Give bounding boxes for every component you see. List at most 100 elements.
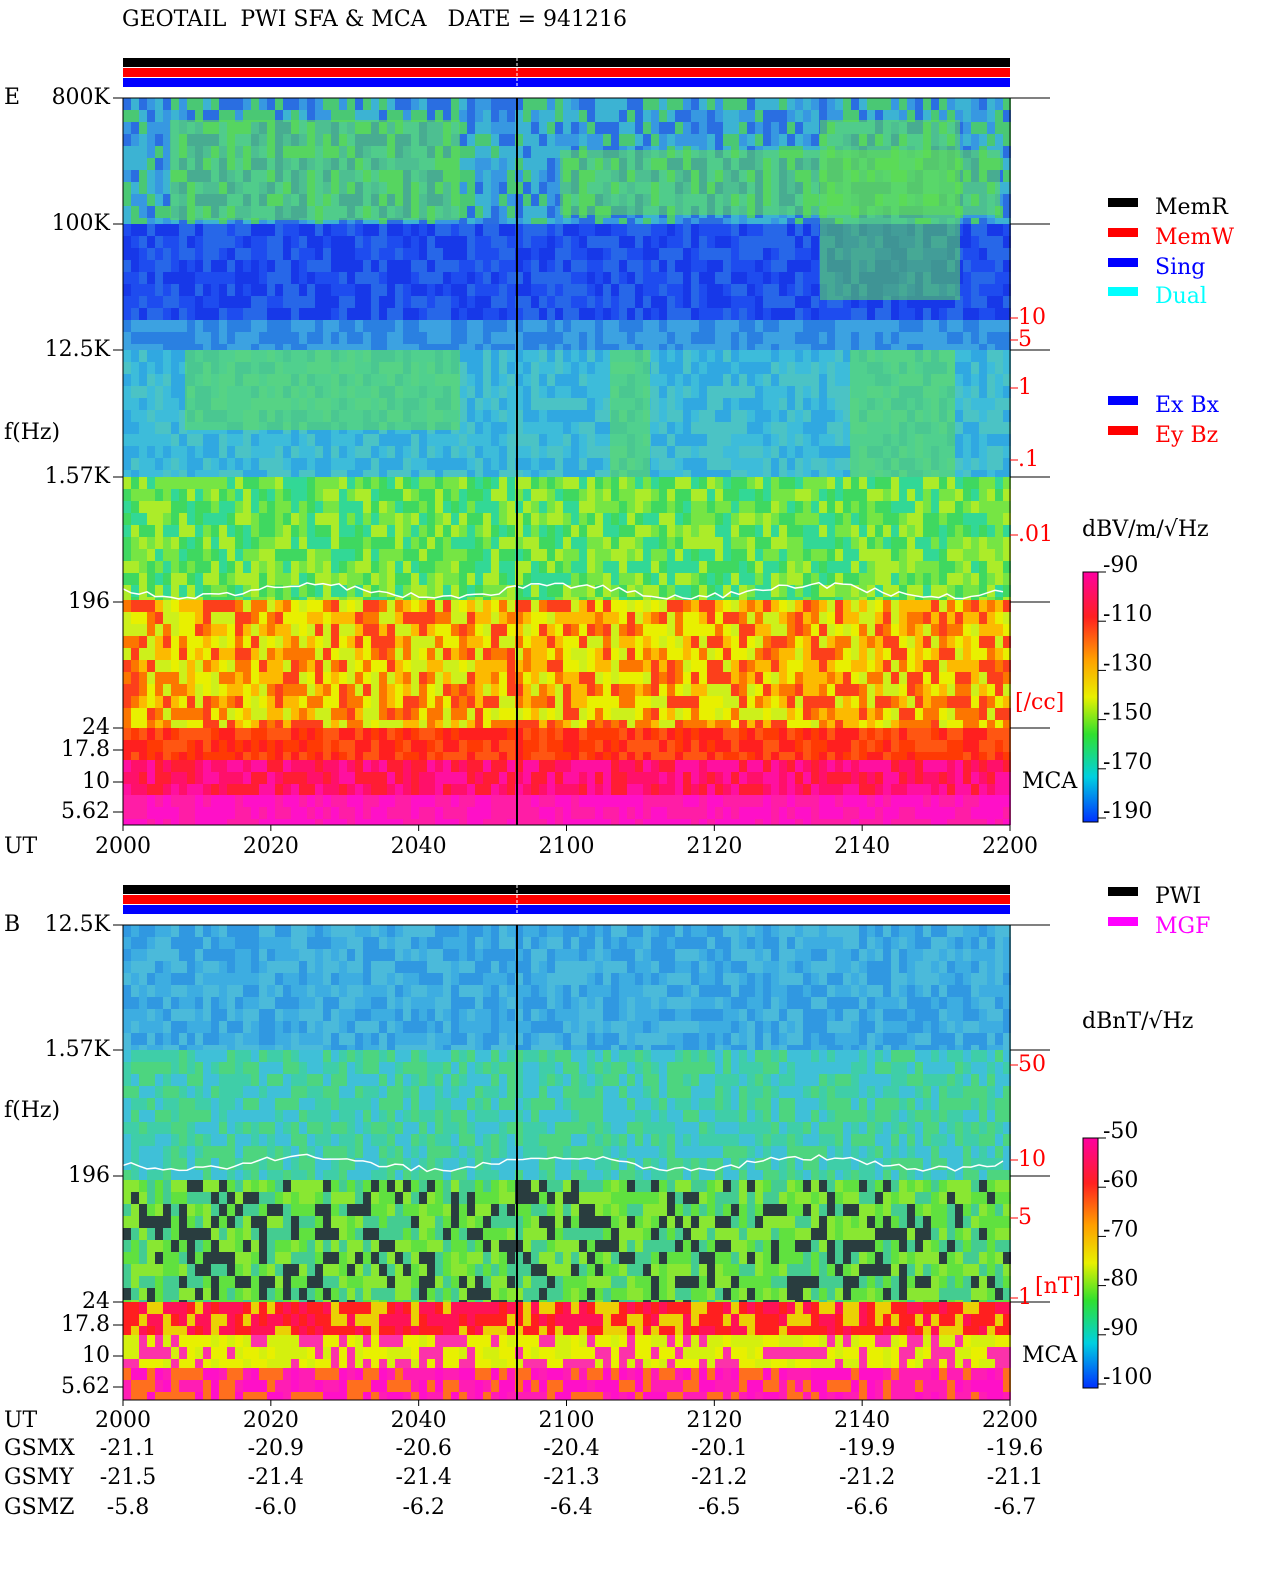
spectrogram-cell [795,446,803,458]
spectrogram-cell [147,194,155,206]
spectrogram-cell [171,410,179,422]
spectrogram-cell [363,224,371,236]
spectrogram-cell [459,422,467,434]
spectrogram-cell [867,308,875,320]
spectrogram-cell [331,260,339,272]
spectrogram-cell [443,110,451,122]
spectrogram-cell [987,501,995,513]
spectrogram-cell [403,296,411,308]
spectrogram-cell [291,260,299,272]
spectrogram-cell [283,344,291,350]
spectrogram-cell [235,585,243,597]
spectrogram-cell [315,320,323,332]
spectrogram-cell [403,98,411,110]
spectrogram-cell [339,320,347,332]
spectrogram-cell [291,525,299,537]
spectrogram-cell [611,525,619,537]
spectrogram-cell [707,561,715,573]
spectrogram-cell [195,260,203,272]
spectrogram-cell [875,513,883,525]
spectrogram-cell [843,386,851,398]
spectrogram-cell [363,513,371,525]
spectrogram-cell [267,585,275,597]
spectrogram-cell [819,296,827,308]
spectrogram-cell [555,374,563,386]
spectrogram-cell [843,332,851,344]
spectrogram-cell [603,398,611,410]
spectrogram-cell [131,501,139,513]
spectrogram-cell [867,98,875,110]
spectrogram-cell [683,410,691,422]
spectrogram-cell [643,597,651,600]
spectrogram-cell [731,434,739,446]
spectrogram-cell [627,597,635,600]
spectrogram-cell [579,110,587,122]
spectrogram-cell [803,98,811,110]
spectrogram-cell [899,501,907,513]
spectrogram-cell [435,585,443,597]
spectrogram-cell [843,446,851,458]
spectrogram-cell [691,458,699,470]
spectrogram-cell [251,344,259,350]
spectrogram-cell [843,573,851,585]
spectrogram-cell [1003,146,1011,158]
spectrogram-cell [995,549,1003,561]
spectrogram-cell [563,260,571,272]
spectrogram-cell [643,332,651,344]
spectrogram-cell [131,272,139,284]
spectrogram-cell [771,110,779,122]
spectrogram-cell [739,284,747,296]
spectrogram-cell [179,350,187,362]
spectrogram-cell [411,525,419,537]
spectrogram-cell [323,308,331,320]
spectrogram-cell [979,296,987,308]
spectrogram-cell [171,585,179,597]
spectrogram-cell [835,573,843,585]
spectrogram-cell [315,344,323,350]
spectrogram-cell [803,134,811,146]
spectrogram-cell [443,477,451,489]
spectrogram-cell [435,344,443,350]
spectrogram-cell [795,296,803,308]
spectrogram-cell [835,410,843,422]
spectrogram-cell [699,296,707,308]
spectrogram-cell [483,489,491,501]
spectrogram-cell [811,422,819,434]
spectrogram-cell [155,585,163,597]
spectrogram-cell [235,597,243,600]
spectrogram-cell [155,284,163,296]
spectrogram-cell [515,597,523,600]
spectrogram-cell [539,236,547,248]
spectrogram-cell [547,206,555,218]
spectrogram-cell [1003,98,1011,110]
spectrogram-cell [675,224,683,236]
spectrogram-cell [867,477,875,489]
spectrogram-cell [547,350,555,362]
spectrogram-cell [163,477,171,489]
spectrogram-cell [387,561,395,573]
spectrogram-cell [523,410,531,422]
spectrogram-cell [531,362,539,374]
spectrogram-cell [323,525,331,537]
spectrogram-cell [899,597,907,600]
spectrogram-cell [531,513,539,525]
spectrogram-cell [803,362,811,374]
spectrogram-cell [435,224,443,236]
spectrogram-cell [835,398,843,410]
spectrogram-cell [771,410,779,422]
spectrogram-cell [595,224,603,236]
spectrogram-cell [355,573,363,585]
spectrogram-cell [963,458,971,470]
spectrogram-cell [411,585,419,597]
spectrogram-cell [235,308,243,320]
spectrogram-cell [131,236,139,248]
spectrogram-cell [203,98,211,110]
spectrogram-cell [763,320,771,332]
spectrogram-cell [483,513,491,525]
spectrogram-cell [971,374,979,386]
spectrogram-cell [955,525,963,537]
spectrogram-cell [915,110,923,122]
spectrogram-cell [331,446,339,458]
spectrogram-cell [683,513,691,525]
spectrogram-cell [275,272,283,284]
